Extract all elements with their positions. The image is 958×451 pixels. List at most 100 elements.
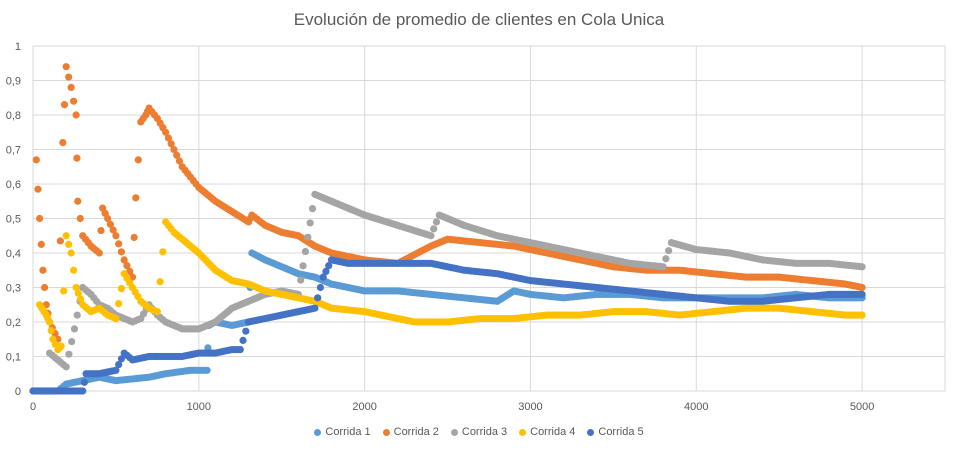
data-point [432, 218, 441, 226]
data-point [314, 294, 322, 302]
legend-marker-icon [314, 428, 322, 436]
data-point [126, 267, 134, 275]
data-point [70, 266, 78, 274]
data-point [45, 318, 54, 326]
chart-legend: Corrida 1 Corrida 2 Corrida 3 Corrida 4 Corr… [0, 426, 958, 438]
data-point [117, 285, 126, 293]
data-point [173, 151, 181, 159]
legend-marker-icon [519, 428, 527, 436]
legend-marker-icon [450, 428, 458, 436]
legend-label: Corrida 4 [530, 426, 576, 438]
data-point [60, 287, 68, 295]
data-point [79, 387, 87, 395]
data-point [316, 283, 325, 292]
y-tick-label: 0,5 [6, 214, 21, 226]
data-point [301, 247, 310, 256]
data-point [128, 273, 137, 281]
data-point [73, 311, 81, 319]
data-point [858, 290, 866, 298]
data-point [156, 278, 164, 286]
data-point [72, 283, 80, 292]
data-point [130, 233, 138, 242]
y-tick-label: 0,9 [6, 76, 21, 88]
legend-item: Corrida 1 [314, 426, 371, 438]
data-point [74, 197, 82, 205]
y-tick-label: 0,6 [6, 179, 21, 191]
data-point [65, 240, 73, 248]
data-point [308, 205, 317, 213]
data-point [112, 232, 120, 240]
data-point [47, 327, 55, 335]
data-point [74, 289, 82, 297]
data-point [311, 304, 319, 312]
chart-title: Evolución de promedio de clientes en Col… [293, 10, 665, 29]
data-point [115, 300, 123, 308]
data-point [159, 248, 167, 256]
data-point [62, 232, 70, 240]
data-point [36, 214, 44, 223]
data-point [41, 283, 49, 292]
data-point [34, 185, 42, 193]
y-tick-label: 1 [15, 41, 21, 53]
legend-label: Corrida 3 [461, 426, 508, 438]
legend-item: Corrida 2 [382, 426, 439, 438]
data-point [97, 226, 105, 235]
data-point [115, 360, 123, 369]
data-point [57, 342, 65, 350]
y-tick-label: 0,1 [6, 352, 21, 364]
data-point [299, 262, 307, 270]
data-point [67, 249, 75, 257]
data-point [319, 273, 327, 281]
x-tick-label: 4000 [684, 401, 708, 413]
data-point [153, 308, 161, 316]
data-point [65, 350, 73, 358]
series-3 [45, 190, 866, 371]
y-tick-label: 0,7 [6, 145, 21, 157]
x-tick-label: 5000 [850, 401, 874, 413]
data-point [297, 276, 305, 284]
data-point [62, 63, 70, 71]
data-point [62, 363, 70, 371]
data-point [167, 140, 175, 148]
data-point [117, 355, 126, 363]
data-point [427, 232, 435, 240]
data-point [59, 139, 67, 147]
data-point [430, 225, 438, 233]
data-point [162, 128, 170, 136]
y-tick-label: 0,2 [6, 317, 21, 329]
legend-item: Corrida 4 [519, 426, 575, 438]
data-point [32, 156, 40, 164]
data-point [306, 219, 314, 227]
data-point [95, 249, 103, 257]
x-tick-label: 0 [30, 401, 36, 413]
y-tick-label: 0,4 [6, 248, 21, 260]
series-4 [36, 218, 866, 354]
data-point [115, 240, 123, 248]
legend-label: Corrida 5 [598, 426, 644, 438]
y-tick-label: 0,3 [6, 283, 21, 295]
data-point [242, 327, 250, 335]
data-point [80, 378, 89, 386]
data-point [67, 83, 75, 91]
x-tick-label: 3000 [518, 401, 542, 413]
data-point [60, 101, 69, 109]
data-point [304, 233, 312, 241]
data-point [56, 237, 64, 245]
data-point [236, 346, 244, 354]
data-point [73, 154, 81, 162]
data-point [72, 111, 80, 119]
data-point [106, 220, 114, 228]
data-point [858, 283, 866, 292]
data-point [175, 157, 184, 165]
data-point [203, 366, 211, 374]
series-5 [29, 256, 866, 395]
data-point [858, 263, 866, 271]
data-point [65, 73, 73, 81]
data-point [76, 295, 85, 303]
data-point [659, 263, 667, 271]
legend-item: Corrida 5 [587, 426, 644, 438]
data-point [68, 337, 76, 346]
data-point [239, 336, 247, 344]
data-point [39, 266, 47, 274]
